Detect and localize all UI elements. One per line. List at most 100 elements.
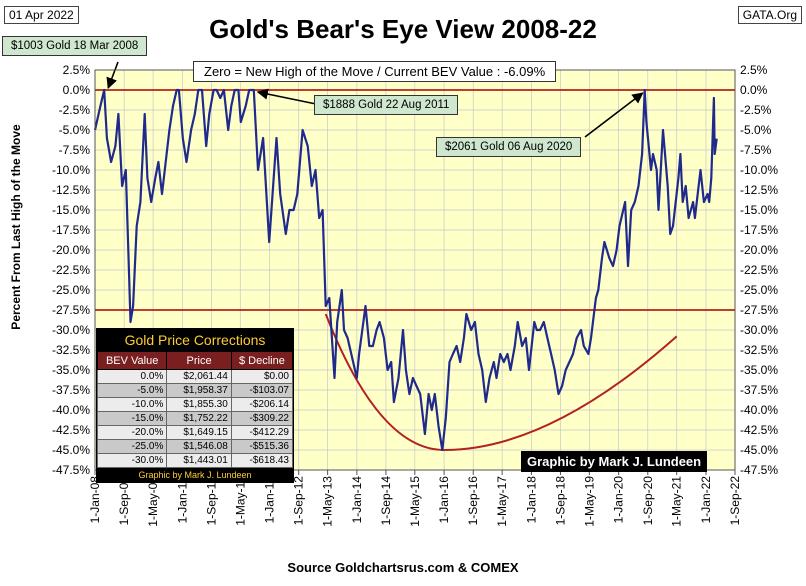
x-tick-label: 1-Sep-20 [641, 476, 655, 526]
cell: -$515.36 [230, 439, 294, 454]
y-tick-label: -25.0% [52, 283, 90, 297]
cell: $1,958.37 [166, 383, 232, 398]
x-tick-labels: 1-Jan-08 1-Sep-08 1-May-09 1-Jan-10 1-Sep-10… [88, 476, 742, 527]
x-tick-label: 1-May-21 [670, 476, 684, 527]
y-tick-label: -35.0% [52, 363, 90, 377]
table-row: 0.0% $2,061.44 $0.00 [96, 369, 294, 384]
y-tick-labels-left: 2.5% 0.0% -2.5% -5.0% -7.5% -10.0% -12.5% -15.0… [52, 63, 90, 477]
callout-arrow [106, 61, 119, 90]
x-tick-label: 1-Sep-08 [117, 476, 131, 526]
y-tick-label: -10.0% [52, 163, 90, 177]
x-tick-label: 1-Sep-22 [728, 476, 742, 526]
y-tick-label: -32.5% [740, 343, 778, 357]
y-tick-label: -45.0% [740, 443, 778, 457]
x-tick-label: 1-Sep-16 [466, 476, 480, 526]
y-tick-label: -5.0% [740, 123, 772, 137]
y-tick-label: -22.5% [52, 263, 90, 277]
chart-title: Gold's Bear's Eye View 2008-22 [209, 14, 597, 44]
y-tick-label: -35.0% [740, 363, 778, 377]
source-note: Source Goldchartsrus.com & COMEX [287, 560, 519, 575]
y-tick-label: -20.0% [52, 243, 90, 257]
col-price: Price [166, 351, 232, 370]
cell: -$103.07 [230, 383, 294, 398]
x-tick-label: 1-Sep-10 [204, 476, 218, 526]
zero-note: Zero = New High of the Move / Current BE… [193, 61, 557, 82]
x-tick-label: 1-Jan-12 [263, 476, 277, 524]
y-tick-label: -47.5% [740, 463, 778, 477]
cell: -$309.22 [230, 411, 294, 426]
y-tick-label: -7.5% [59, 143, 91, 157]
x-tick-label: 1-May-19 [582, 476, 596, 527]
x-tick-label: 1-May-17 [495, 476, 509, 527]
site-label: GATA.Org [737, 6, 802, 24]
y-tick-label: -15.0% [52, 203, 90, 217]
col-bev-value: BEV Value [96, 351, 168, 370]
y-tick-label: -30.0% [52, 323, 90, 337]
cell: $1,443.01 [166, 453, 232, 468]
y-tick-label: -27.5% [740, 303, 778, 317]
x-tick-label: 1-Jan-22 [699, 476, 713, 524]
x-tick-label: 1-Jan-10 [175, 476, 189, 524]
cell: $1,752.22 [166, 411, 232, 426]
trend-curve [324, 313, 678, 452]
x-tick-label: 1-Jan-16 [437, 476, 451, 524]
col-decline: $ Decline [230, 351, 294, 370]
cell: -10.0% [96, 397, 168, 412]
y-tick-label: -2.5% [59, 103, 91, 117]
y-tick-label: 2.5% [63, 63, 91, 77]
table-row: -20.0% $1,649.15 -$412.29 [96, 425, 294, 440]
bev-series-line [93, 88, 718, 452]
y-tick-label: -30.0% [740, 323, 778, 337]
x-tick-label: 1-Sep-12 [292, 476, 306, 526]
y-tick-label: 0.0% [63, 83, 91, 97]
x-tick-label: 1-Jan-08 [88, 476, 102, 524]
x-tick-label: 1-May-09 [146, 476, 160, 527]
callout-2008: $1003 Gold 18 Mar 2008 [2, 36, 148, 56]
y-tick-label: -17.5% [52, 223, 90, 237]
cell: $1,855.30 [166, 397, 232, 412]
cell: $1,546.08 [166, 439, 232, 454]
cell: -15.0% [96, 411, 168, 426]
y-tick-label: -40.0% [740, 403, 778, 417]
cell: -$206.14 [230, 397, 294, 412]
x-tick-label: 1-Sep-18 [553, 476, 567, 526]
y-tick-label: -17.5% [740, 223, 778, 237]
y-tick-label: -40.0% [52, 403, 90, 417]
y-tick-label: -37.5% [52, 383, 90, 397]
y-tick-label: -2.5% [740, 103, 772, 117]
y-tick-label: -5.0% [59, 123, 91, 137]
x-tick-label: 1-Jan-18 [524, 476, 538, 524]
callout-arrow [256, 88, 317, 105]
cell: -$618.43 [230, 453, 294, 468]
y-tick-label: -20.0% [740, 243, 778, 257]
credit-label: Graphic by Mark J. Lundeen [521, 451, 708, 472]
table-row: -25.0% $1,546.08 -$515.36 [96, 439, 294, 454]
y-tick-label: -7.5% [740, 143, 772, 157]
y-tick-labels-right: 2.5% 0.0% -2.5% -5.0% -7.5% -10.0% -12.5% -15.0… [740, 63, 778, 477]
x-tick-label: 1-Sep-14 [379, 476, 393, 526]
cell: -5.0% [96, 383, 168, 398]
x-tick-label: 1-Jan-14 [350, 476, 364, 524]
y-tick-label: 2.5% [740, 63, 768, 77]
y-tick-label: -22.5% [740, 263, 778, 277]
table-row: -15.0% $1,752.22 -$309.22 [96, 411, 294, 426]
y-tick-label: -15.0% [740, 203, 778, 217]
cell: -$412.29 [230, 425, 294, 440]
cell: 0.0% [96, 369, 168, 384]
callout-arrows [106, 61, 644, 138]
corrections-table: Gold Price Corrections BEV Value Price $… [96, 328, 294, 483]
callout-arrow [584, 92, 644, 138]
cell: -30.0% [96, 453, 168, 468]
date-label: 01 Apr 2022 [4, 6, 79, 24]
table-row: -30.0% $1,443.01 -$618.43 [96, 453, 294, 468]
x-tick-label: 1-May-11 [233, 476, 247, 526]
callout-2011: $1888 Gold 22 Aug 2011 [314, 95, 459, 115]
corrections-title: Gold Price Corrections [124, 332, 266, 348]
cell: $0.00 [230, 369, 294, 384]
cell: -20.0% [96, 425, 168, 440]
table-row: -10.0% $1,855.30 -$206.14 [96, 397, 294, 412]
cell: $1,649.15 [166, 425, 232, 440]
corrections-grid: BEV Value Price $ Decline 0.0% $2,061.44 $… [96, 351, 294, 468]
y-tick-label: -12.5% [740, 183, 778, 197]
x-tick-label: 1-Jan-20 [612, 476, 626, 524]
